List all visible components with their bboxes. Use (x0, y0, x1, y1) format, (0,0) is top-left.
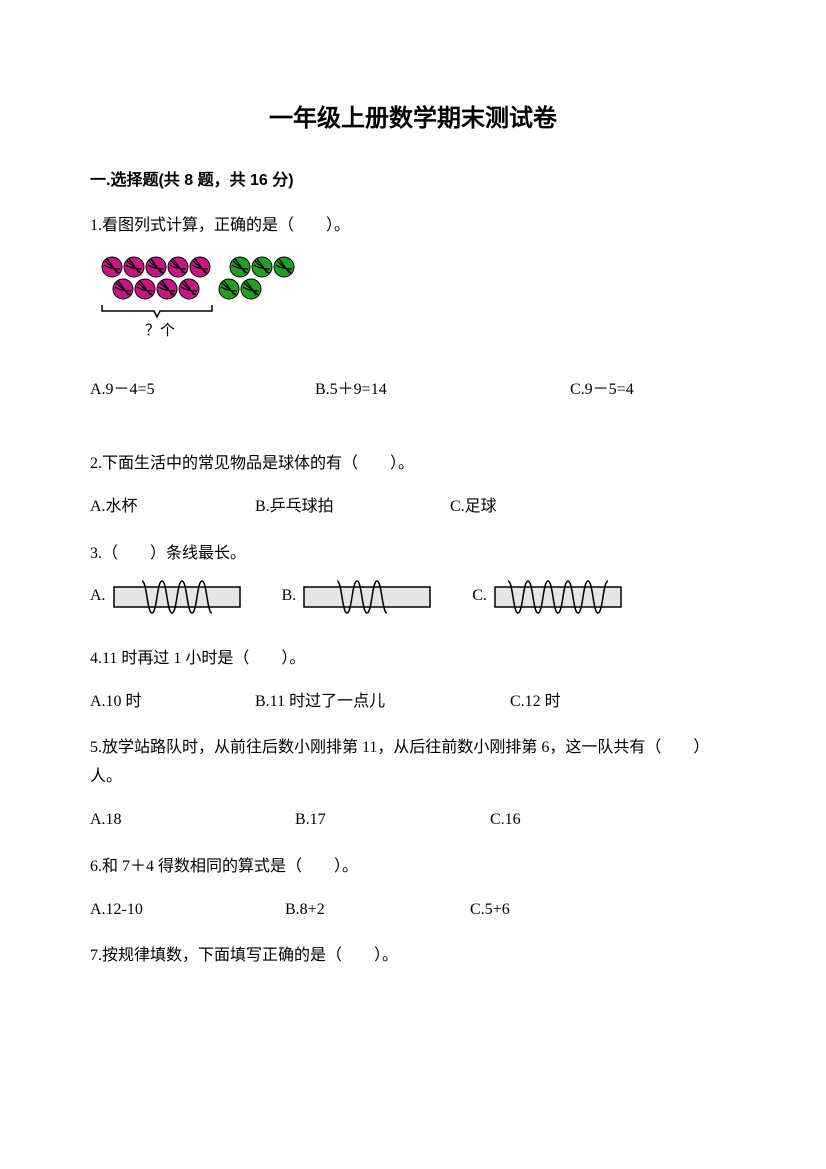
q7-text: 7.按规律填数，下面填写正确的是（ ）。 (90, 942, 736, 971)
q2-text: 2.下面生活中的常见物品是球体的有（ ）。 (90, 450, 736, 479)
q1-option-a: A.9－4=5 (90, 376, 315, 405)
q2-options: A.水杯 B.乒乓球拍 C.足球 (90, 493, 736, 522)
q3-option-b: B. (282, 579, 433, 615)
q3-option-c: C. (472, 579, 623, 615)
q6-option-a: A.12-10 (90, 896, 285, 925)
q2-option-b: B.乒乓球拍 (255, 493, 450, 522)
q6-option-b: B.8+2 (285, 896, 470, 925)
q6-text: 6.和 7＋4 得数相同的算式是（ ）。 (90, 853, 736, 882)
q3-text: 3.（ ）条线最长。 (90, 540, 736, 569)
wire-a-icon (112, 579, 242, 615)
q3-options: A. B. C. (90, 579, 736, 615)
q5-option-c: C.16 (490, 806, 736, 835)
question-6: 6.和 7＋4 得数相同的算式是（ ）。 A.12-10 B.8+2 C.5+6 (90, 853, 736, 925)
q1-options: A.9－4=5 B.5＋9=14 C.9－5=4 (90, 376, 736, 405)
question-7: 7.按规律填数，下面填写正确的是（ ）。 (90, 942, 736, 971)
question-2: 2.下面生活中的常见物品是球体的有（ ）。 A.水杯 B.乒乓球拍 C.足球 (90, 450, 736, 522)
q6-option-c: C.5+6 (470, 896, 736, 925)
q4-option-a: A.10 时 (90, 688, 255, 717)
q5-options: A.18 B.17 C.16 (90, 806, 736, 835)
q4-option-c: C.12 时 (510, 688, 736, 717)
q6-options: A.12-10 B.8+2 C.5+6 (90, 896, 736, 925)
q5-option-a: A.18 (90, 806, 295, 835)
q4-text: 4.11 时再过 1 小时是（ ）。 (90, 645, 736, 674)
q5-text: 5.放学站路队时，从前往后数小刚排第 11，从后往前数小刚排第 6，这一队共有（… (90, 734, 736, 792)
q3-c-label: C. (472, 582, 487, 611)
q3-b-label: B. (282, 582, 297, 611)
question-5: 5.放学站路队时，从前往后数小刚排第 11，从后往前数小刚排第 6，这一队共有（… (90, 734, 736, 834)
q1-option-c: C.9－5=4 (570, 376, 736, 405)
q1-option-b: B.5＋9=14 (315, 376, 570, 405)
q3-option-a: A. (90, 579, 242, 615)
q3-a-label: A. (90, 582, 106, 611)
wire-c-icon (493, 579, 623, 615)
q4-option-b: B.11 时过了一点儿 (255, 688, 510, 717)
section-header: 一.选择题(共 8 题，共 16 分) (90, 168, 736, 194)
question-3: 3.（ ）条线最长。 A. B. C. (90, 540, 736, 615)
q2-option-c: C.足球 (450, 493, 736, 522)
q4-options: A.10 时 B.11 时过了一点儿 C.12 时 (90, 688, 736, 717)
page-title: 一年级上册数学期末测试卷 (90, 100, 736, 138)
q1-text: 1.看图列式计算，正确的是（ ）。 (90, 212, 736, 241)
q1-bracket-label: ？个 (145, 322, 175, 339)
q1-diagram: ？个 (100, 255, 736, 356)
wire-b-icon (302, 579, 432, 615)
question-4: 4.11 时再过 1 小时是（ ）。 A.10 时 B.11 时过了一点儿 C.… (90, 645, 736, 717)
question-1: 1.看图列式计算，正确的是（ ）。 (90, 212, 736, 404)
q5-option-b: B.17 (295, 806, 490, 835)
q2-option-a: A.水杯 (90, 493, 255, 522)
